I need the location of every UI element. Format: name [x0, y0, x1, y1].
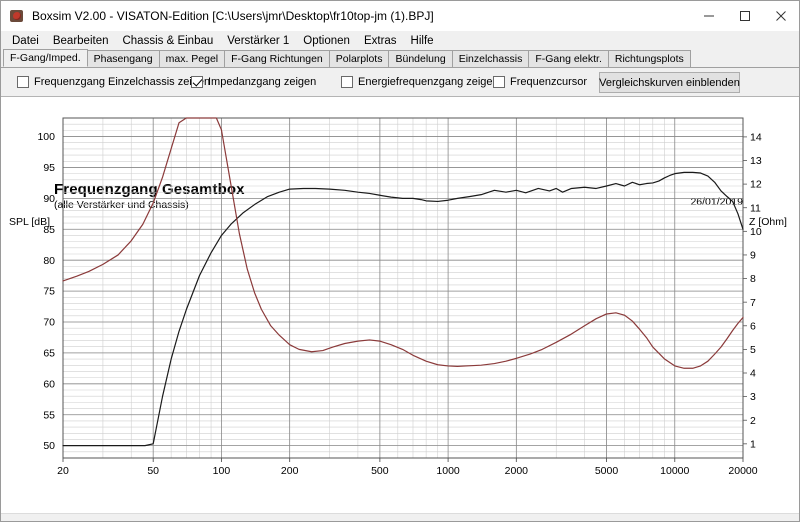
y-axis-left-tick: 65	[43, 348, 55, 360]
y-axis-right-tick: 2	[750, 415, 756, 427]
y-axis-right-tick: 7	[750, 297, 756, 309]
x-axis-tick: 10000	[660, 465, 689, 477]
tab-f-gang-imped[interactable]: F-Gang/Imped.	[3, 49, 88, 67]
y-axis-right-tick: 13	[750, 155, 762, 167]
tab-buendelung[interactable]: Bündelung	[388, 50, 453, 67]
chart-panel: Frequenzgang Gesamtbox (alle Verstärker …	[1, 97, 799, 521]
tab-max-pegel[interactable]: max. Pegel	[158, 50, 226, 67]
x-axis-tick: 5000	[595, 465, 619, 477]
y-axis-left-tick: 75	[43, 286, 55, 298]
tab-phasengang[interactable]: Phasengang	[86, 50, 160, 67]
y-axis-left-tick: 100	[37, 131, 55, 143]
x-axis-tick: 50	[147, 465, 159, 477]
menu-item-chassis-einbau[interactable]: Chassis & Einbau	[122, 34, 214, 47]
x-axis-tick: 100	[213, 465, 231, 477]
chart-title: Frequenzgang Gesamtbox	[54, 181, 245, 198]
menu-item-extras[interactable]: Extras	[363, 34, 397, 47]
menu-item-hilfe[interactable]: Hilfe	[410, 34, 434, 47]
tab-richtungsplots[interactable]: Richtungsplots	[607, 50, 691, 67]
y-axis-right-tick: 14	[750, 131, 762, 143]
menu-item-datei[interactable]: Datei	[12, 34, 39, 47]
tab-einzelchassis[interactable]: Einzelchassis	[451, 50, 530, 67]
window-title: Boxsim V2.00 - VISATON-Edition [C:\Users…	[32, 8, 434, 23]
vergleichskurven-einblenden-button[interactable]: Vergleichskurven einblenden	[599, 72, 740, 93]
checkbox-box[interactable]	[493, 76, 505, 88]
x-axis-tick: 500	[371, 465, 389, 477]
x-axis-tick: 20000	[728, 465, 757, 477]
tab-f-gang-richtungen[interactable]: F-Gang Richtungen	[224, 50, 330, 67]
y-axis-left-tick: 85	[43, 224, 55, 236]
checkbox-box[interactable]	[341, 76, 353, 88]
y-axis-left-tick: 90	[43, 193, 55, 205]
y-axis-right-tick: 8	[750, 273, 756, 285]
y-axis-right-label: Z [Ohm]	[749, 216, 787, 228]
checkbox-frequenzgang-einzelchassis[interactable]: Frequenzgang Einzelchassis zeigen	[17, 76, 210, 88]
y-axis-right-tick: 10	[750, 226, 762, 238]
checkbox-label: Energiefrequenzgang zeigen	[358, 76, 499, 88]
x-axis-tick: 2000	[505, 465, 529, 477]
speaker-icon	[9, 8, 25, 24]
tab-f-gang-elektr[interactable]: F-Gang elektr.	[528, 50, 609, 67]
menu-item-optionen[interactable]: Optionen	[303, 34, 350, 47]
x-axis-tick: 20	[57, 465, 69, 477]
y-axis-left-tick: 55	[43, 409, 55, 421]
tab-polarplots[interactable]: Polarplots	[328, 50, 390, 67]
y-axis-right-tick: 4	[750, 368, 756, 380]
window-titlebar: Boxsim V2.00 - VISATON-Edition [C:\Users…	[1, 1, 799, 31]
status-bar	[1, 513, 799, 521]
chart-subtitle: (alle Verstärker und Chassis)	[54, 199, 189, 211]
y-axis-left-tick: 95	[43, 162, 55, 174]
y-axis-right-tick: 11	[750, 202, 761, 214]
y-axis-left-label: SPL [dB]	[9, 216, 51, 228]
menu-item-verstaerker-1[interactable]: Verstärker 1	[227, 34, 290, 47]
series-line-impedance	[62, 117, 744, 369]
y-axis-right-tick: 12	[750, 179, 762, 191]
checkbox-energiefrequenzgang-zeigen[interactable]: Energiefrequenzgang zeigen	[341, 76, 499, 88]
window-controls	[691, 1, 799, 31]
checkbox-label: Impedanzgang zeigen	[208, 76, 317, 88]
y-axis-right-tick: 9	[750, 250, 756, 262]
y-axis-right-tick: 6	[750, 320, 756, 332]
close-button[interactable]	[763, 1, 799, 31]
checkbox-impedanzgang-zeigen[interactable]: Impedanzgang zeigen	[191, 76, 316, 88]
maximize-button[interactable]	[727, 1, 763, 31]
y-axis-right-tick: 1	[750, 438, 756, 450]
checkbox-frequenzcursor[interactable]: Frequenzcursor	[493, 76, 587, 88]
checkbox-box[interactable]	[17, 76, 29, 88]
y-axis-left-tick: 60	[43, 378, 55, 390]
y-axis-left-tick: 80	[43, 255, 55, 267]
tab-bar: F-Gang/Imped. Phasengang max. Pegel F-Ga…	[1, 49, 799, 68]
x-axis-tick: 200	[281, 465, 299, 477]
menu-bar: Datei Bearbeiten Chassis & Einbau Verstä…	[1, 31, 799, 50]
y-axis-right-tick: 5	[750, 344, 756, 356]
options-bar: Frequenzgang Einzelchassis zeigen Impeda…	[1, 68, 799, 97]
series-line-amplitude	[62, 171, 744, 447]
y-axis-left-tick: 70	[43, 317, 55, 329]
y-axis-right-tick: 3	[750, 391, 756, 403]
checkbox-box[interactable]	[191, 76, 203, 88]
minimize-button[interactable]	[691, 1, 727, 31]
x-axis-tick: 1000	[436, 465, 460, 477]
y-axis-left-tick: 50	[43, 440, 55, 452]
checkbox-label: Frequenzcursor	[510, 76, 588, 88]
menu-item-bearbeiten[interactable]: Bearbeiten	[52, 34, 109, 47]
frequency-response-plot: 5055606570758085909510012345678910111213…	[37, 117, 762, 477]
checkbox-label: Frequenzgang Einzelchassis zeigen	[34, 76, 211, 88]
